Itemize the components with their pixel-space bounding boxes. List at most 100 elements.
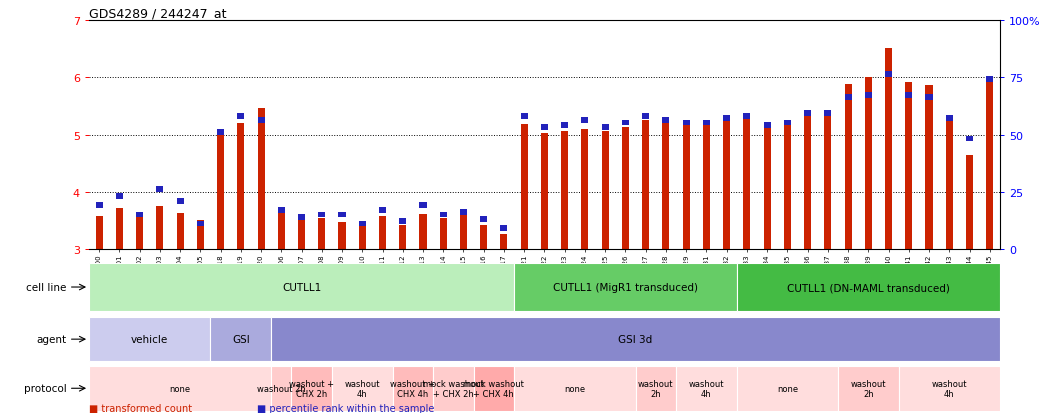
- Bar: [885, 49, 892, 250]
- Bar: [663, 121, 669, 250]
- Bar: [136, 213, 143, 250]
- Bar: [703, 120, 710, 126]
- Bar: [379, 217, 386, 250]
- Text: protocol: protocol: [24, 383, 67, 393]
- Text: washout +
CHX 2h: washout + CHX 2h: [289, 379, 334, 398]
- Bar: [116, 208, 122, 250]
- Bar: [217, 134, 224, 250]
- Bar: [177, 198, 183, 204]
- Bar: [258, 118, 265, 124]
- Text: GDS4289 / 244247_at: GDS4289 / 244247_at: [89, 7, 226, 19]
- Text: CUTLL1 (MigR1 transduced): CUTLL1 (MigR1 transduced): [553, 282, 698, 292]
- Text: mock washout
+ CHX 2h: mock washout + CHX 2h: [423, 379, 484, 398]
- Bar: [885, 72, 892, 78]
- Bar: [277, 209, 285, 250]
- Bar: [95, 203, 103, 209]
- Bar: [581, 118, 588, 124]
- Text: none: none: [170, 384, 191, 393]
- Bar: [683, 120, 690, 126]
- Text: none: none: [564, 384, 585, 393]
- Bar: [359, 221, 365, 227]
- Bar: [420, 203, 426, 209]
- Bar: [845, 85, 851, 250]
- Bar: [399, 226, 406, 250]
- Bar: [676, 366, 737, 411]
- Bar: [393, 366, 433, 411]
- Bar: [440, 212, 447, 218]
- Bar: [156, 187, 163, 192]
- Bar: [723, 116, 730, 121]
- Bar: [636, 366, 676, 411]
- Text: agent: agent: [37, 335, 67, 344]
- Bar: [338, 212, 346, 218]
- Bar: [906, 83, 912, 250]
- Bar: [318, 212, 326, 218]
- Bar: [561, 132, 569, 250]
- Bar: [217, 130, 224, 135]
- Bar: [763, 123, 771, 128]
- Bar: [945, 120, 953, 250]
- Text: ■ percentile rank within the sample: ■ percentile rank within the sample: [257, 403, 433, 413]
- Bar: [440, 218, 447, 250]
- Text: mock washout
+ CHX 4h: mock washout + CHX 4h: [464, 379, 525, 398]
- Bar: [514, 263, 737, 311]
- Bar: [622, 120, 629, 126]
- Text: washout
4h: washout 4h: [932, 379, 967, 398]
- Bar: [520, 124, 528, 250]
- Bar: [156, 206, 163, 250]
- Bar: [541, 134, 548, 250]
- Bar: [514, 366, 636, 411]
- Bar: [210, 318, 271, 361]
- Text: washout
2h: washout 2h: [638, 379, 673, 398]
- Bar: [663, 118, 669, 124]
- Bar: [238, 114, 244, 119]
- Bar: [338, 222, 346, 250]
- Bar: [177, 214, 183, 250]
- Text: washout
4h: washout 4h: [344, 379, 380, 398]
- Bar: [291, 366, 332, 411]
- Bar: [838, 366, 898, 411]
- Bar: [737, 263, 1000, 311]
- Bar: [271, 366, 291, 411]
- Bar: [277, 207, 285, 213]
- Bar: [473, 366, 514, 411]
- Text: GSI: GSI: [232, 335, 249, 344]
- Bar: [763, 124, 771, 250]
- Bar: [865, 93, 872, 99]
- Text: CUTLL1: CUTLL1: [282, 282, 321, 292]
- Bar: [561, 123, 569, 128]
- Bar: [703, 121, 710, 250]
- Bar: [743, 117, 751, 250]
- Bar: [865, 78, 872, 250]
- Bar: [723, 120, 730, 250]
- Text: washout
4h: washout 4h: [689, 379, 725, 398]
- Bar: [460, 210, 467, 216]
- Bar: [945, 116, 953, 121]
- Bar: [89, 366, 271, 411]
- Bar: [136, 212, 143, 218]
- Text: GSI 3d: GSI 3d: [619, 335, 652, 344]
- Bar: [898, 366, 1000, 411]
- Bar: [743, 114, 751, 119]
- Bar: [784, 120, 790, 126]
- Bar: [481, 226, 487, 250]
- Text: cell line: cell line: [26, 282, 67, 292]
- Bar: [737, 366, 838, 411]
- Bar: [460, 216, 467, 250]
- Text: CUTLL1 (DN-MAML transduced): CUTLL1 (DN-MAML transduced): [787, 282, 950, 292]
- Bar: [926, 85, 933, 250]
- Bar: [683, 124, 690, 250]
- Bar: [258, 108, 265, 250]
- Text: washout 2h: washout 2h: [257, 384, 306, 393]
- Bar: [966, 136, 973, 142]
- Bar: [602, 131, 608, 250]
- Bar: [986, 77, 994, 250]
- Bar: [116, 194, 122, 199]
- Bar: [541, 125, 548, 131]
- Bar: [481, 217, 487, 222]
- Bar: [500, 235, 508, 250]
- Text: washout +
CHX 4h: washout + CHX 4h: [391, 379, 436, 398]
- Text: washout
2h: washout 2h: [850, 379, 886, 398]
- Bar: [500, 226, 508, 232]
- Bar: [420, 214, 426, 250]
